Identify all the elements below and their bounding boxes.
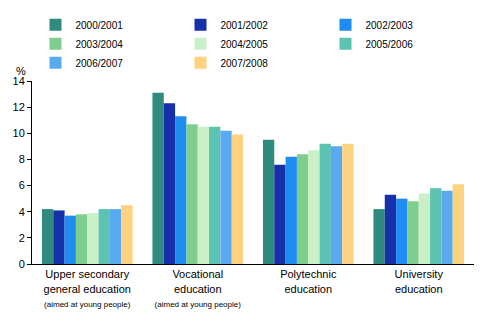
svg-text:12: 12 xyxy=(13,101,25,113)
svg-text:0: 0 xyxy=(19,258,25,270)
svg-text:10: 10 xyxy=(13,127,25,139)
svg-text:%: % xyxy=(16,65,26,77)
svg-text:14: 14 xyxy=(13,75,25,87)
svg-text:2005/2006: 2005/2006 xyxy=(366,39,414,50)
svg-text:2002/2003: 2002/2003 xyxy=(366,20,414,31)
svg-text:6: 6 xyxy=(19,179,25,191)
svg-text:Universityeducation: Universityeducation xyxy=(395,268,444,294)
svg-text:2006/2007: 2006/2007 xyxy=(76,58,124,69)
svg-text:4: 4 xyxy=(19,206,25,218)
svg-text:Vocationaleducation(aimed at y: Vocationaleducation(aimed at young peopl… xyxy=(155,268,242,309)
svg-text:8: 8 xyxy=(19,153,25,165)
svg-text:2003/2004: 2003/2004 xyxy=(76,39,124,50)
svg-text:2007/2008: 2007/2008 xyxy=(221,58,269,69)
svg-text:2000/2001: 2000/2001 xyxy=(76,20,124,31)
svg-text:2004/2005: 2004/2005 xyxy=(221,39,269,50)
svg-text:Polytechniceducation: Polytechniceducation xyxy=(280,268,337,294)
svg-text:Upper secondarygeneral educati: Upper secondarygeneral education(aimed a… xyxy=(44,268,131,309)
svg-text:2001/2002: 2001/2002 xyxy=(221,20,269,31)
svg-text:2: 2 xyxy=(19,232,25,244)
